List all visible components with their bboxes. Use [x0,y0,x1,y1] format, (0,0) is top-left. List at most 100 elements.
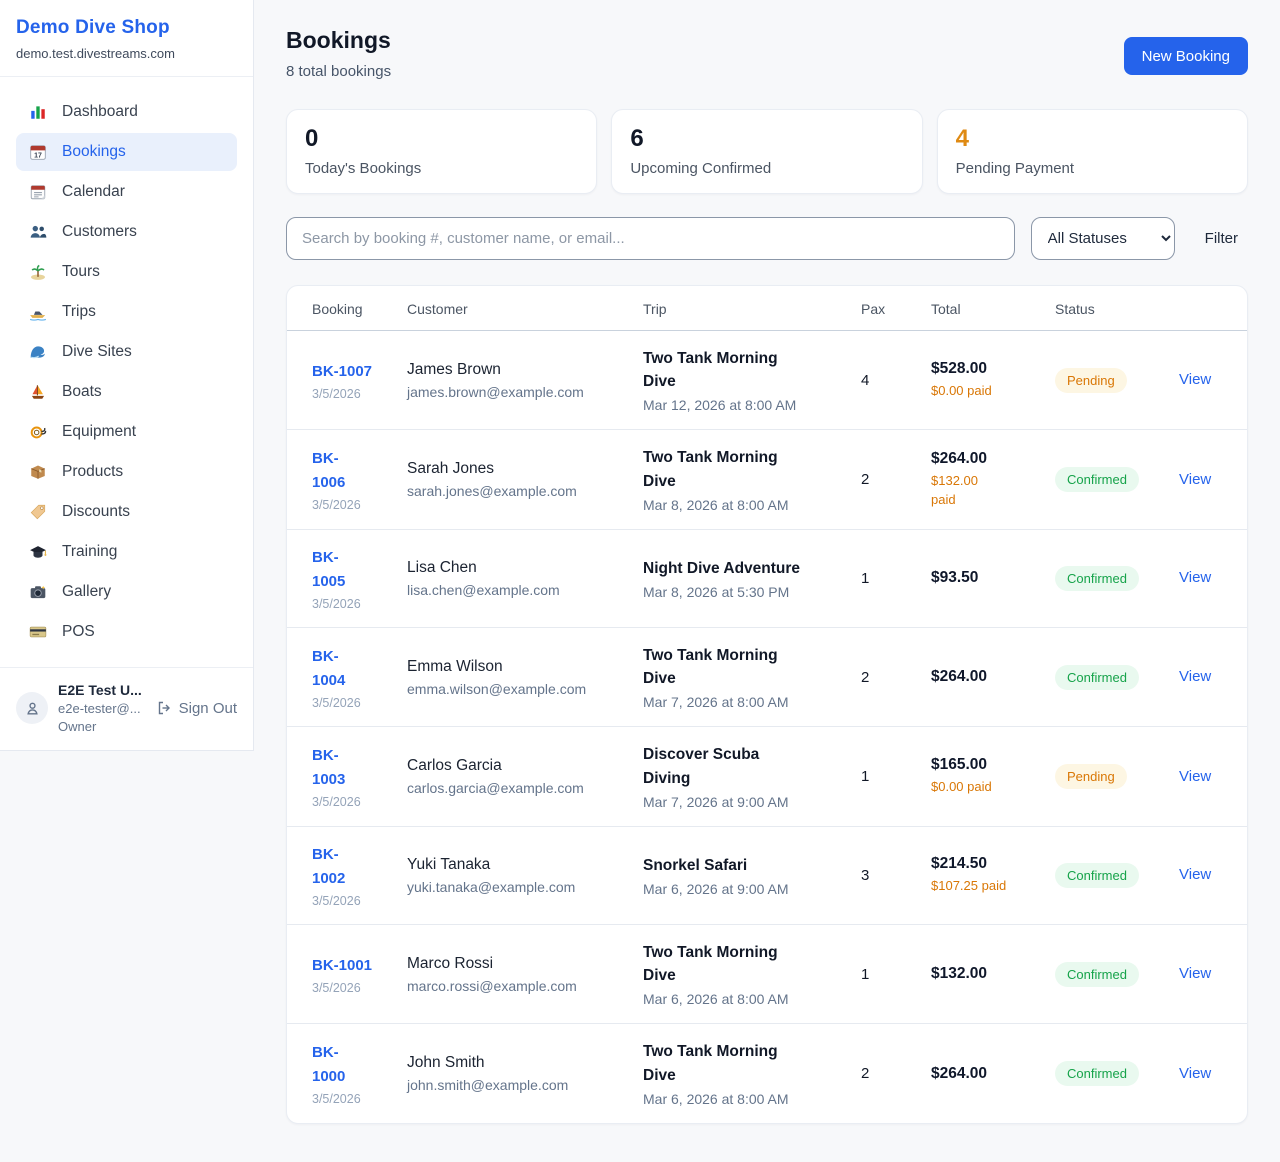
customer-name: James Brown [407,360,501,378]
paid-amount: $132.00 paid [931,472,978,507]
view-booking-link[interactable]: View [1179,470,1212,488]
paid-amount: $107.25 paid [931,877,1007,893]
sidebar-item-equipment[interactable]: Equipment [16,413,237,451]
sidebar-item-dashboard[interactable]: Dashboard [16,93,237,131]
bookings-table-card: Booking Customer Trip Pax Total Status BK-100… [286,284,1248,1124]
stat-card-upcoming-confirmed: 6 Upcoming Confirmed [611,109,923,194]
view-booking-link[interactable]: View [1179,965,1212,983]
sidebar-item-trips[interactable]: Trips [16,293,237,331]
camera-icon [29,583,49,601]
people-icon [29,223,49,241]
customer-email: emma.wilson@example.com [407,680,587,697]
sidebar-item-label: Training [62,543,118,560]
svg-text:17: 17 [34,152,42,159]
booking-date: 3/5/2026 [312,795,361,810]
view-booking-link[interactable]: View [1179,569,1212,587]
trip-name: Two Tank Morning Dive [643,646,778,688]
new-booking-button[interactable]: New Booking [1123,37,1248,75]
booking-id-link[interactable]: BK- 1006 [312,450,346,492]
logout-icon [158,701,170,715]
sign-out-button[interactable]: Sign Out [156,700,237,717]
table-header: Booking Customer Trip Pax Total Status [287,285,1247,331]
table-row: BK- 1002 3/5/2026 Yuki Tanaka yuki.tanaka@ex… [287,826,1247,925]
booking-id-link[interactable]: BK- 1005 [312,548,346,590]
sidebar-item-label: Dive Sites [62,343,132,360]
stat-label: Today's Bookings [305,159,422,177]
column-header-status: Status [1045,285,1169,331]
view-booking-link[interactable]: View [1179,1064,1212,1082]
wave-icon [29,343,49,361]
sidebar-item-label: Bookings [62,143,126,160]
brand-domain: demo.test.divestreams.com [16,46,175,61]
customer-name: Marco Rossi [407,954,494,972]
stat-label: Pending Payment [955,159,1075,177]
sidebar-item-tours[interactable]: Tours [16,253,237,291]
trip-name: Two Tank Morning Dive [643,349,778,391]
booking-date: 3/5/2026 [312,980,361,995]
stat-card-pending-payment: 4 Pending Payment [936,109,1248,194]
sidebar-item-dive-sites[interactable]: Dive Sites [16,333,237,371]
booking-id-link[interactable]: BK- 1000 [312,1044,346,1086]
booking-id-link[interactable]: BK- 1003 [312,747,346,789]
search-input[interactable] [286,216,1015,260]
customer-email: carlos.garcia@example.com [407,780,584,797]
pax-count: 3 [851,826,921,925]
tear-off-calendar-icon [29,183,49,201]
sailboat-icon [29,383,49,401]
trip-datetime: Mar 12, 2026 at 8:00 AM [643,397,797,414]
trip-name: Two Tank Morning Dive [643,1043,778,1084]
sidebar-item-products[interactable]: Products [16,453,237,491]
table-row: BK- 1003 3/5/2026 Carlos Garcia carlos.garci… [287,726,1247,827]
stat-card-today-s-bookings: 0 Today's Bookings [286,109,598,194]
view-booking-link[interactable]: View [1179,371,1212,389]
page-header: Bookings 8 total bookings New Booking [286,27,1248,80]
customer-name: Carlos Garcia [407,757,502,775]
table-row: BK- 1004 3/5/2026 Emma Wilson emma.wilson@ex… [287,627,1247,728]
page-title-block: Bookings 8 total bookings [286,27,391,80]
avatar [16,692,48,724]
pax-count: 2 [851,429,921,530]
sidebar-item-bookings[interactable]: 17 Bookings [16,133,237,171]
table-row: BK- 1000 3/5/2026 John Smith john.smith@exam… [287,1024,1247,1123]
pax-count: 1 [851,924,921,1025]
bookings-table: Booking Customer Trip Pax Total Status BK-100… [287,285,1247,1123]
booking-id-link[interactable]: BK- 1004 [312,647,346,689]
toolbar: All Statuses Filter [286,216,1248,260]
booking-date: 3/5/2026 [312,386,361,401]
stat-value: 6 [630,125,644,152]
total-amount: $528.00 [931,359,988,377]
speedboat-icon [29,303,49,321]
package-icon [29,463,49,481]
sidebar-item-gallery[interactable]: Gallery [16,573,237,611]
view-booking-link[interactable]: View [1179,866,1212,884]
booking-id-link[interactable]: BK- 1002 [312,845,346,887]
view-booking-link[interactable]: View [1179,767,1212,785]
sidebar-header: Demo Dive Shop demo.test.divestreams.com [0,0,253,77]
customer-email: marco.rossi@example.com [407,977,577,994]
sidebar-item-customers[interactable]: Customers [16,213,237,251]
stats-row: 0 Today's Bookings 6 Upcoming Confirmed 4 Pen… [286,109,1248,194]
booking-id-link[interactable]: BK-1001 [312,956,373,974]
column-header-trip: Trip [633,285,851,331]
view-booking-link[interactable]: View [1179,668,1212,686]
sidebar-item-label: Tours [62,263,100,280]
user-info: E2E Test U... e2e-tester@... Owner [58,682,146,734]
booking-date: 3/5/2026 [312,498,361,513]
sidebar-item-calendar[interactable]: Calendar [16,173,237,211]
booking-date: 3/5/2026 [312,893,361,908]
sidebar-item-training[interactable]: Training [16,533,237,571]
sidebar-item-boats[interactable]: Boats [16,373,237,411]
user-card: E2E Test U... e2e-tester@... Owner Sign … [0,667,253,750]
brand-title[interactable]: Demo Dive Shop [16,17,170,38]
sidebar-item-discounts[interactable]: Discounts [16,493,237,531]
status-badge: Pending [1055,764,1127,790]
filter-button[interactable]: Filter [1204,229,1238,247]
booking-id-link[interactable]: BK-1007 [312,362,373,380]
user-role: Owner [58,719,97,734]
paid-amount: $0.00 paid [931,382,992,398]
status-badge: Confirmed [1055,565,1139,591]
status-badge: Confirmed [1055,862,1139,888]
customer-name: John Smith [407,1054,485,1072]
sidebar-item-pos[interactable]: POS [16,613,237,651]
status-filter-select[interactable]: All Statuses [1030,216,1175,260]
